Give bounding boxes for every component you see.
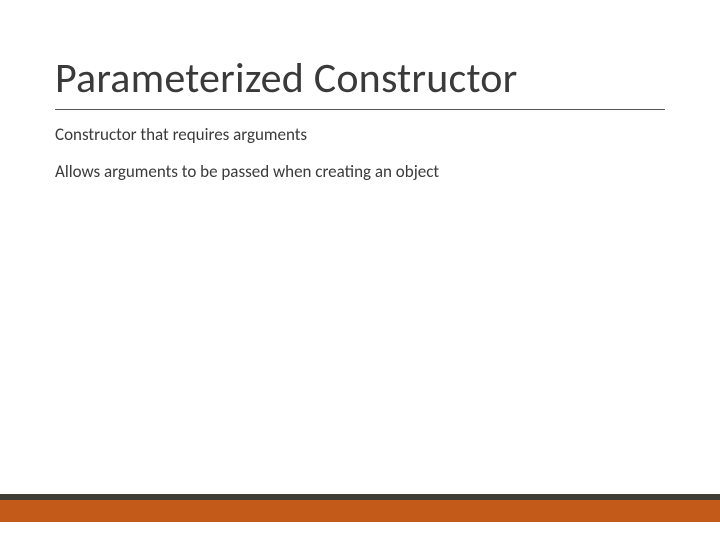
slide: Parameterized Constructor Constructor th…	[0, 0, 720, 540]
slide-title: Parameterized Constructor	[55, 55, 665, 110]
slide-bullet: Allows arguments to be passed when creat…	[55, 161, 665, 184]
slide-bullet: Constructor that requires arguments	[55, 124, 665, 147]
footer-accent-bar	[0, 500, 720, 522]
